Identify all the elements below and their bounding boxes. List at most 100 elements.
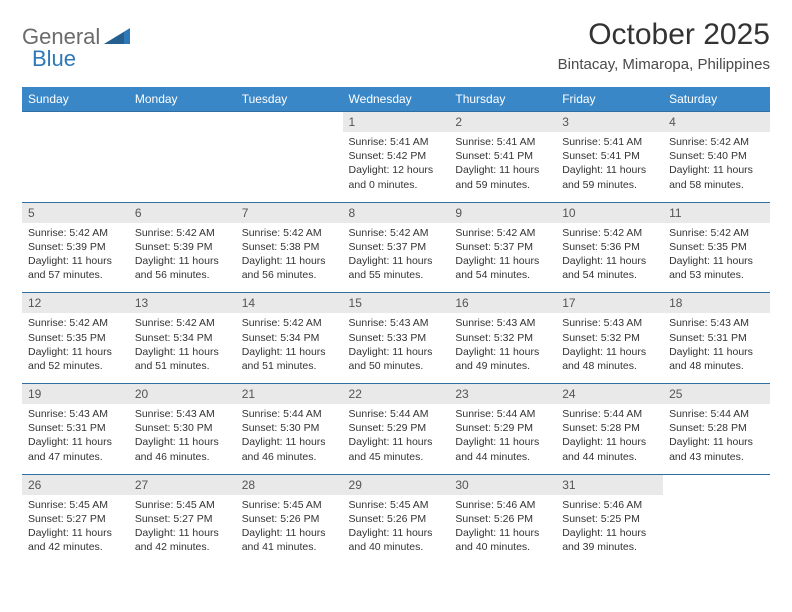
sunrise-line: Sunrise: 5:42 AM <box>28 317 108 329</box>
daylight-line: Daylight: 11 hours and 43 minutes. <box>669 436 753 462</box>
sunset-line: Sunset: 5:37 PM <box>349 241 427 253</box>
sunrise-line: Sunrise: 5:42 AM <box>455 227 535 239</box>
sunrise-line: Sunrise: 5:43 AM <box>455 317 535 329</box>
day-detail-cell <box>236 132 343 202</box>
brand-logo-line2: Blue <box>32 40 76 72</box>
daylight-line: Daylight: 11 hours and 46 minutes. <box>242 436 326 462</box>
sunrise-line: Sunrise: 5:44 AM <box>455 408 535 420</box>
day-number-cell: 29 <box>343 474 450 495</box>
daylight-line: Daylight: 11 hours and 40 minutes. <box>349 527 433 553</box>
sunrise-line: Sunrise: 5:46 AM <box>455 499 535 511</box>
daylight-line: Daylight: 11 hours and 42 minutes. <box>135 527 219 553</box>
sunrise-line: Sunrise: 5:41 AM <box>349 136 429 148</box>
day-number-cell <box>22 112 129 133</box>
daylight-line: Daylight: 11 hours and 57 minutes. <box>28 255 112 281</box>
day-detail-cell: Sunrise: 5:44 AMSunset: 5:29 PMDaylight:… <box>343 404 450 474</box>
day-detail-cell: Sunrise: 5:44 AMSunset: 5:28 PMDaylight:… <box>663 404 770 474</box>
day-detail-row: Sunrise: 5:45 AM Sunset: 5:27 PM Daylight:… <box>22 495 770 561</box>
sunrise-line: Sunrise: 5:41 AM <box>455 136 535 148</box>
day-detail-row: Sunrise: 5:42 AMSunset: 5:35 PMDaylight:… <box>22 313 770 383</box>
sunrise-line: Sunrise: 5:41 AM <box>562 136 642 148</box>
day-detail-cell: Sunrise: 5:42 AMSunset: 5:35 PMDaylight:… <box>22 313 129 383</box>
sunset-line: Sunset: 5:35 PM <box>669 241 747 253</box>
day-number-cell: 30 <box>449 474 556 495</box>
daylight-line: Daylight: 11 hours and 50 minutes. <box>349 346 433 372</box>
day-number-cell: 9 <box>449 202 556 223</box>
location-subtitle: Bintacay, Mimaropa, Philippines <box>558 56 770 73</box>
sunset-line: Sunset: 5:41 PM <box>562 150 640 162</box>
daylight-line: Daylight: 11 hours and 54 minutes. <box>562 255 646 281</box>
sunset-line: Sunset: 5:28 PM <box>562 422 640 434</box>
day-number-cell: 3 <box>556 112 663 133</box>
daylight-line: Daylight: 11 hours and 40 minutes. <box>455 527 539 553</box>
daylight-line: Daylight: 11 hours and 56 minutes. <box>242 255 326 281</box>
day-detail-cell: Sunrise: 5:42 AMSunset: 5:37 PMDaylight:… <box>449 223 556 293</box>
daylight-line: Daylight: 11 hours and 39 minutes. <box>562 527 646 553</box>
sunset-line: Sunset: 5:26 PM <box>242 513 320 525</box>
sunset-line: Sunset: 5:26 PM <box>349 513 427 525</box>
daylight-line: Daylight: 11 hours and 49 minutes. <box>455 346 539 372</box>
sunrise-line: Sunrise: 5:45 AM <box>242 499 322 511</box>
day-detail-cell: Sunrise: 5:45 AM Sunset: 5:26 PM Daylight:… <box>236 495 343 561</box>
day-number-cell <box>129 112 236 133</box>
sunset-line: Sunset: 5:32 PM <box>455 332 533 344</box>
sunset-line: Sunset: 5:32 PM <box>562 332 640 344</box>
sunrise-line: Sunrise: 5:43 AM <box>349 317 429 329</box>
day-number-cell: 24 <box>556 384 663 405</box>
dow-header-cell: Tuesday <box>236 87 343 112</box>
day-detail-row: Sunrise: 5:43 AMSunset: 5:31 PMDaylight:… <box>22 404 770 474</box>
day-detail-cell: Sunrise: 5:43 AMSunset: 5:31 PMDaylight:… <box>22 404 129 474</box>
daylight-line: Daylight: 11 hours and 52 minutes. <box>28 346 112 372</box>
sunset-line: Sunset: 5:29 PM <box>455 422 533 434</box>
day-number-cell: 4 <box>663 112 770 133</box>
day-detail-cell <box>663 495 770 561</box>
sunset-line: Sunset: 5:29 PM <box>349 422 427 434</box>
day-detail-cell: Sunrise: 5:43 AMSunset: 5:31 PMDaylight:… <box>663 313 770 383</box>
sunset-line: Sunset: 5:31 PM <box>28 422 106 434</box>
sunrise-line: Sunrise: 5:44 AM <box>242 408 322 420</box>
day-number-cell: 23 <box>449 384 556 405</box>
sunset-line: Sunset: 5:34 PM <box>242 332 320 344</box>
day-number-cell: 17 <box>556 293 663 314</box>
daylight-line: Daylight: 11 hours and 55 minutes. <box>349 255 433 281</box>
brand-part2: Blue <box>32 46 76 72</box>
daylight-line: Daylight: 11 hours and 58 minutes. <box>669 164 753 190</box>
day-detail-cell <box>22 132 129 202</box>
day-number-cell: 11 <box>663 202 770 223</box>
daylight-line: Daylight: 12 hours and 0 minutes. <box>349 164 434 190</box>
day-number-cell: 25 <box>663 384 770 405</box>
daylight-line: Daylight: 11 hours and 47 minutes. <box>28 436 112 462</box>
daylight-line: Daylight: 11 hours and 54 minutes. <box>455 255 539 281</box>
sunrise-line: Sunrise: 5:45 AM <box>349 499 429 511</box>
daylight-line: Daylight: 11 hours and 51 minutes. <box>242 346 326 372</box>
header: General October 2025 Bintacay, Mimaropa,… <box>22 18 770 73</box>
sunset-line: Sunset: 5:27 PM <box>135 513 213 525</box>
sunrise-line: Sunrise: 5:42 AM <box>135 317 215 329</box>
sunrise-line: Sunrise: 5:43 AM <box>562 317 642 329</box>
dow-header-cell: Saturday <box>663 87 770 112</box>
daylight-line: Daylight: 11 hours and 41 minutes. <box>242 527 326 553</box>
day-detail-cell: Sunrise: 5:42 AMSunset: 5:34 PMDaylight:… <box>129 313 236 383</box>
sunset-line: Sunset: 5:34 PM <box>135 332 213 344</box>
day-number-cell: 21 <box>236 384 343 405</box>
sunset-line: Sunset: 5:38 PM <box>242 241 320 253</box>
sunset-line: Sunset: 5:36 PM <box>562 241 640 253</box>
day-detail-cell: Sunrise: 5:43 AM Sunset: 5:32 PM Daylight:… <box>449 313 556 383</box>
day-detail-cell: Sunrise: 5:43 AMSunset: 5:30 PMDaylight:… <box>129 404 236 474</box>
sunrise-line: Sunrise: 5:42 AM <box>242 317 322 329</box>
day-detail-cell: Sunrise: 5:45 AMSunset: 5:27 PMDaylight:… <box>129 495 236 561</box>
day-number-cell: 22 <box>343 384 450 405</box>
sunrise-line: Sunrise: 5:42 AM <box>349 227 429 239</box>
sunrise-line: Sunrise: 5:42 AM <box>669 227 749 239</box>
sunset-line: Sunset: 5:25 PM <box>562 513 640 525</box>
day-number-cell: 12 <box>22 293 129 314</box>
day-detail-cell: Sunrise: 5:42 AM Sunset: 5:34 PM Daylight:… <box>236 313 343 383</box>
day-number-cell <box>663 474 770 495</box>
daylight-line: Daylight: 11 hours and 59 minutes. <box>562 164 646 190</box>
day-number-cell: 13 <box>129 293 236 314</box>
sunrise-line: Sunrise: 5:42 AM <box>135 227 215 239</box>
day-number-cell <box>236 112 343 133</box>
day-detail-cell: Sunrise: 5:42 AMSunset: 5:38 PMDaylight:… <box>236 223 343 293</box>
sunrise-line: Sunrise: 5:44 AM <box>562 408 642 420</box>
sunset-line: Sunset: 5:28 PM <box>669 422 747 434</box>
